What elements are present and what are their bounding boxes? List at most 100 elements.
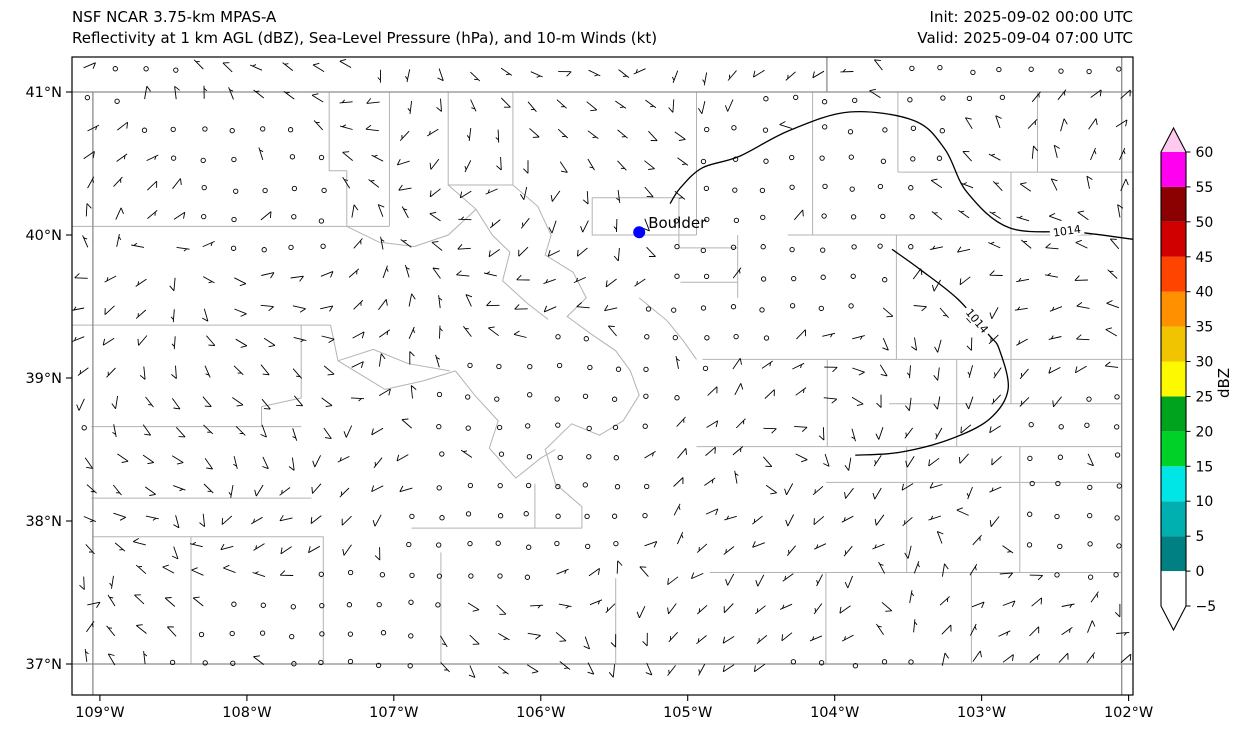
wind-barb <box>292 368 303 379</box>
wind-barb <box>489 219 501 229</box>
wind-barb <box>874 59 883 71</box>
calm-wind-circle <box>763 335 770 341</box>
wind-barb <box>557 128 569 139</box>
calm-wind-circle <box>1114 515 1120 521</box>
wind-barb <box>1104 361 1119 368</box>
wind-barb <box>558 603 572 609</box>
calm-wind-circle <box>1058 424 1064 430</box>
wind-barb <box>530 604 544 609</box>
calm-wind-circle <box>233 188 239 194</box>
wind-barb <box>1090 89 1102 98</box>
wind-barb <box>704 477 716 486</box>
wind-barb <box>339 487 350 498</box>
calm-wind-circle <box>231 601 237 607</box>
wind-barb <box>144 85 151 100</box>
calm-wind-circle <box>346 602 353 608</box>
calm-wind-circle <box>260 602 266 608</box>
calm-wind-circle <box>584 513 590 520</box>
calm-wind-circle <box>287 127 294 133</box>
wind-barb <box>261 272 275 279</box>
calm-wind-circle <box>586 425 592 432</box>
wind-barb <box>781 632 793 642</box>
calm-wind-circle <box>882 277 888 283</box>
wind-barb <box>440 662 450 673</box>
calm-wind-circle <box>936 155 943 161</box>
wind-barb <box>813 515 825 526</box>
wind-barb <box>580 220 589 233</box>
wind-barb <box>965 117 973 130</box>
wind-barb <box>971 601 985 609</box>
calm-wind-circle <box>465 394 471 400</box>
wind-barb <box>523 160 529 174</box>
wind-barb <box>1052 396 1062 408</box>
wind-barb <box>752 69 765 78</box>
city-marker <box>633 226 646 239</box>
wind-barb <box>644 160 655 170</box>
wind-barb <box>989 211 1001 219</box>
wind-barb <box>991 455 1002 466</box>
calm-wind-circle <box>793 94 799 101</box>
wind-barb <box>87 124 100 132</box>
wind-barb <box>962 150 972 162</box>
wind-barb <box>1016 277 1030 283</box>
wind-barb <box>991 394 1002 405</box>
wind-barb <box>398 184 412 191</box>
wind-barb <box>526 664 539 674</box>
wind-barb <box>559 161 568 173</box>
calm-wind-circle <box>496 363 502 370</box>
calm-wind-circle <box>318 659 324 666</box>
calm-wind-circle <box>789 246 795 253</box>
calm-wind-circle <box>141 127 148 133</box>
calm-wind-circle <box>1054 513 1060 520</box>
calm-wind-circle <box>613 540 619 547</box>
wind-barb <box>972 650 982 662</box>
calm-wind-circle <box>1086 396 1092 402</box>
county-line <box>512 184 591 335</box>
wind-barb <box>221 515 233 525</box>
calm-wind-circle <box>554 396 560 402</box>
calm-wind-circle <box>642 423 648 429</box>
wind-barb <box>372 514 382 527</box>
calm-wind-circle <box>261 247 267 253</box>
wind-barb <box>137 335 148 346</box>
calm-wind-circle <box>674 395 680 401</box>
wind-barb <box>113 512 127 521</box>
calm-wind-circle <box>497 513 504 519</box>
wind-barb <box>843 545 853 557</box>
wind-barb <box>203 424 214 435</box>
wind-barb <box>824 366 838 373</box>
wind-barb <box>988 241 1001 249</box>
calm-wind-circle <box>84 94 91 101</box>
calm-wind-circle <box>908 244 914 250</box>
calm-wind-circle <box>555 483 561 490</box>
wind-barb <box>193 59 204 70</box>
wind-barb <box>909 590 915 604</box>
wind-barb <box>470 99 477 112</box>
calm-wind-circle <box>674 243 680 250</box>
wind-barb <box>795 387 807 396</box>
wind-barb <box>74 273 88 279</box>
wind-barb <box>321 397 333 408</box>
calm-wind-circle <box>81 425 87 431</box>
wind-barb <box>260 364 270 376</box>
wind-barb <box>201 308 209 322</box>
wind-barb <box>677 157 689 166</box>
wind-barb <box>321 335 335 343</box>
wind-barb <box>1029 574 1044 581</box>
wind-barb <box>615 100 627 109</box>
wind-barb <box>636 606 646 619</box>
wind-barb <box>586 101 598 112</box>
calm-wind-circle <box>526 454 533 460</box>
wind-barb <box>724 99 734 112</box>
wind-barb <box>941 563 949 577</box>
wind-barb <box>795 453 808 463</box>
calm-wind-circle <box>822 183 828 190</box>
wind-barb <box>793 209 804 221</box>
wind-barb <box>106 367 116 378</box>
calm-wind-circle <box>198 631 205 638</box>
wind-barb <box>514 304 528 310</box>
wind-barb <box>617 160 627 171</box>
county-line <box>346 208 477 248</box>
calm-wind-circle <box>318 154 325 161</box>
wind-barb <box>1045 243 1059 250</box>
